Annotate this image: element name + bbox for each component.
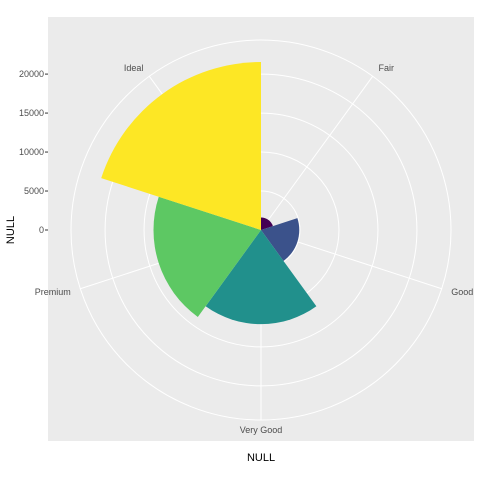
y-axis-title: NULL bbox=[5, 216, 17, 244]
bar-premium bbox=[153, 196, 261, 317]
y-tick-label-2: 10000 bbox=[19, 147, 44, 157]
bar-very-good bbox=[205, 230, 317, 325]
bar-series bbox=[101, 62, 317, 325]
y-axis-ticks: 0 5000 10000 15000 20000 bbox=[19, 69, 48, 235]
category-label-fair: Fair bbox=[379, 63, 395, 73]
grid-spoke-fair bbox=[260, 75, 374, 231]
bar-fair bbox=[261, 217, 273, 230]
category-label-very-good: Very Good bbox=[240, 425, 283, 435]
category-label-premium: Premium bbox=[35, 287, 71, 297]
y-tick-label-0: 0 bbox=[39, 225, 44, 235]
y-tick-label-4: 20000 bbox=[19, 69, 44, 79]
category-label-good: Good bbox=[451, 287, 473, 297]
y-tick-label-3: 15000 bbox=[19, 108, 44, 118]
x-axis-title: NULL bbox=[247, 452, 275, 464]
category-label-ideal: Ideal bbox=[124, 63, 144, 73]
category-labels: Fair Good Very Good Premium Ideal bbox=[35, 63, 473, 435]
bar-ideal bbox=[101, 62, 261, 230]
bar-good bbox=[261, 218, 300, 261]
y-tick-label-1: 5000 bbox=[24, 186, 44, 196]
